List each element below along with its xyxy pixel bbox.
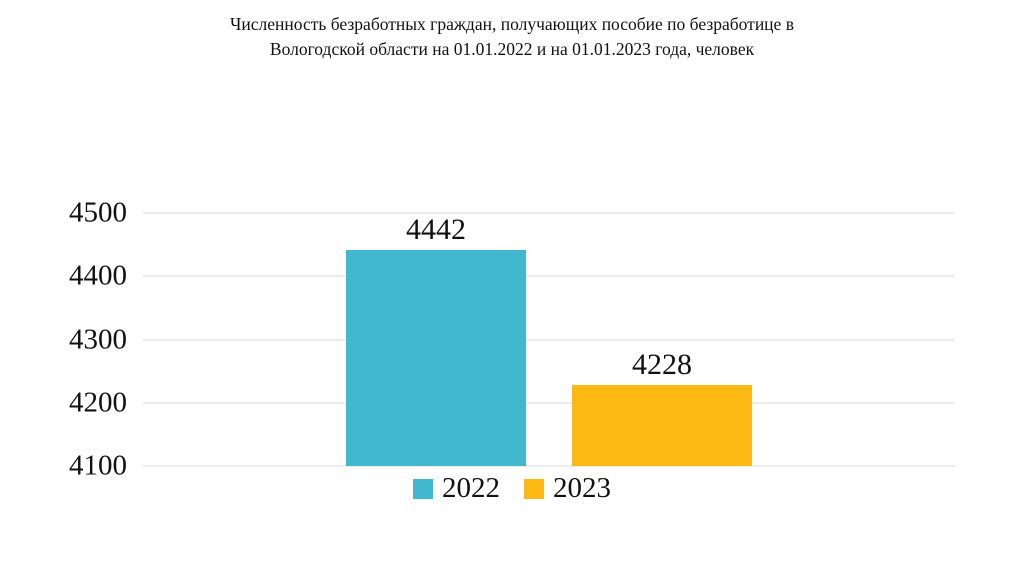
bar-2022: 4442 (346, 214, 526, 466)
plot-area: 4442 4228 4100 4200 4300 4400 4500 (69, 198, 955, 480)
gridline (143, 339, 955, 340)
y-axis-tick-label: 4300 (69, 323, 127, 355)
legend-swatch-2022 (413, 478, 433, 499)
legend-item-2023: 2023 (524, 474, 611, 503)
legend-label-2023: 2023 (553, 472, 611, 504)
y-axis-tick-label: 4500 (69, 196, 127, 229)
y-axis-tick-label: 4100 (69, 449, 127, 482)
gridline (143, 275, 955, 277)
y-axis-tick-label: 4200 (69, 386, 127, 419)
gridline (143, 465, 955, 467)
gridline (143, 402, 955, 404)
gridline (143, 212, 955, 214)
chart-title: Численность безработных граждан, получаю… (230, 14, 794, 59)
legend-item-2022: 2022 (413, 474, 500, 503)
bar-value-label-2022: 4442 (406, 212, 466, 246)
legend: 2022 2023 (0, 474, 1024, 503)
y-axis-tick-label: 4400 (69, 259, 127, 292)
bars-group: 4442 4228 (143, 213, 955, 466)
legend-label-2022: 2022 (442, 472, 500, 504)
bar-value-label-2023: 4228 (632, 348, 692, 382)
bar-2023: 4228 (572, 350, 752, 466)
legend-swatch-2023 (524, 478, 544, 499)
